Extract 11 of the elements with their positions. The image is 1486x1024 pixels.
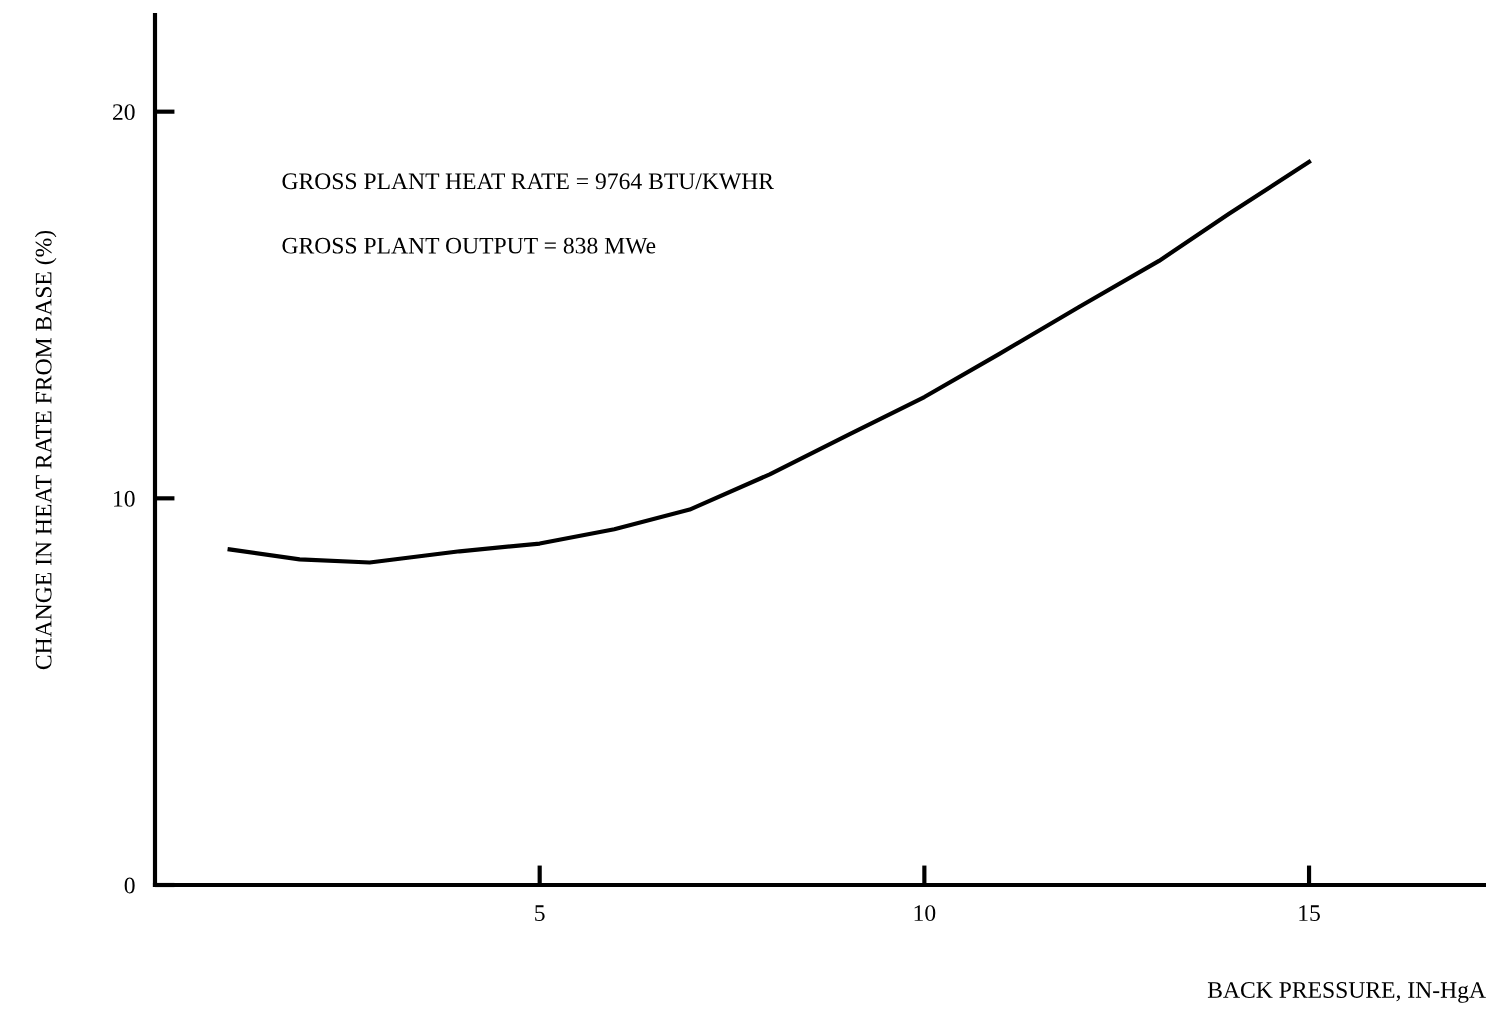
y-tick-label: 20	[112, 104, 135, 121]
annotation: GROSS PLANT HEAT RATE = 9764 BTU/KWHR	[282, 173, 774, 190]
y-axis-title: CHANGE IN HEAT RATE FROM BASE (%)	[34, 230, 57, 670]
y-tick-label: 0	[124, 877, 135, 894]
x-tick-label: 10	[914, 905, 936, 922]
line-series	[227, 159, 1312, 565]
x-tick-label: 15	[1299, 905, 1320, 922]
x-axis-title: BACK PRESSURE, IN-HgA	[1207, 982, 1486, 1003]
annotation: GROSS PLANT OUTPUT = 838 MWe	[282, 237, 656, 254]
y-tick-label: 10	[114, 490, 135, 507]
x-tick-label: 5	[535, 905, 545, 922]
